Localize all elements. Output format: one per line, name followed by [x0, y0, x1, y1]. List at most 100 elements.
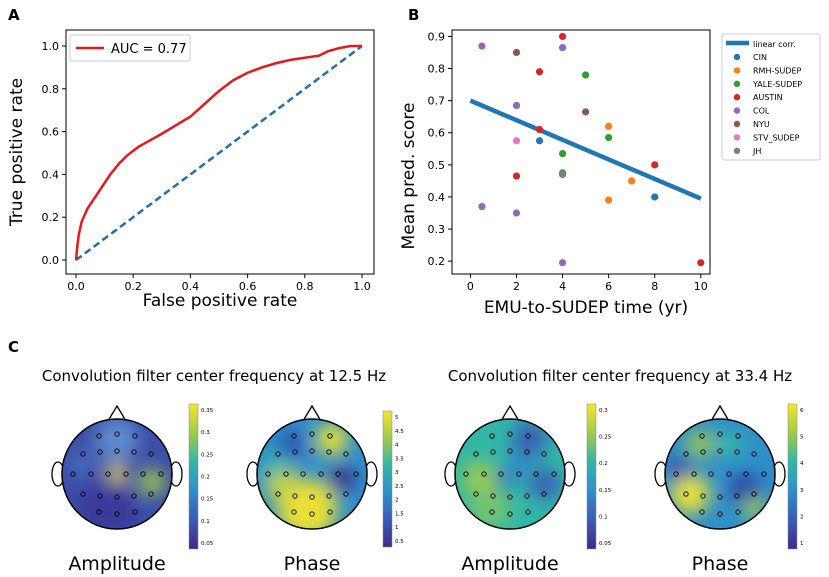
colorbar-tick-label: 5: [800, 435, 804, 441]
roc-y-tick-label: 0.8: [42, 83, 60, 96]
electrode-marker: [498, 471, 504, 477]
topomap-blob: [743, 497, 767, 521]
roc-y-axis-label: True positive rate: [7, 78, 27, 227]
electrode-marker: [88, 471, 94, 477]
scatter-point-rmh-sudep: [605, 122, 613, 130]
electrode-marker: [525, 509, 531, 515]
electrode-marker: [734, 493, 740, 499]
scatter-y-tick-label: 0.5: [428, 159, 446, 172]
electrode-marker: [158, 471, 164, 477]
roc-x-tick-label: 0.6: [239, 280, 257, 293]
electrode-marker: [717, 511, 723, 517]
electrode-marker: [309, 448, 315, 454]
roc-y-tick-label: 0.4: [42, 168, 60, 181]
electrode-marker: [717, 494, 723, 500]
scatter-point-austin: [512, 172, 521, 180]
scatter-point-austin: [651, 161, 659, 169]
electrode-marker: [309, 494, 315, 500]
head-outline: [664, 418, 776, 530]
scatter-y-tick-label: 0.6: [428, 127, 446, 140]
electrode-marker: [326, 493, 332, 499]
electrode-marker: [735, 509, 741, 515]
electrode-marker: [132, 509, 138, 515]
roc-x-axis-label: False positive rate: [143, 291, 298, 311]
scatter-point-austin: [697, 259, 705, 267]
scatter-y-tick-label: 0.8: [428, 63, 446, 76]
electrode-marker: [743, 471, 749, 477]
topomap-phase-33hz: 6 5 4 3 2 1: [654, 403, 804, 550]
electrode-marker: [507, 448, 513, 454]
colorbar-tick-label: 3: [395, 470, 399, 476]
scatter-legend-label: STV_SUDEP: [753, 133, 800, 142]
colorbar-tick-label: 0.05: [599, 541, 612, 547]
topomap-blob: [107, 464, 127, 484]
electrode-marker: [353, 471, 359, 477]
scatter-point-jh: [558, 170, 567, 179]
topomap-blob: [686, 430, 714, 458]
scatter-legend-fit-label: linear corr.: [753, 40, 796, 49]
scatter-legend-label: CIN: [753, 53, 767, 62]
topomap-label-amplitude-12hz: Amplitude: [68, 553, 165, 575]
colorbar-tick-label: 0.05: [201, 541, 214, 547]
electrode-marker: [683, 491, 689, 497]
colorbar-gradient: [586, 403, 597, 550]
topomap-amplitude-12hz: 0.35 0.3 0.25 0.2 0.15 0.1 0.05: [51, 403, 214, 550]
colorbar-tick-label: 1: [800, 541, 804, 547]
scatter-point-rmh-sudep: [605, 196, 613, 204]
electrode-marker: [700, 493, 706, 499]
panel-label-b: B: [408, 6, 419, 24]
topomap-blob: [495, 469, 515, 489]
electrode-marker: [761, 471, 767, 477]
colorbar-tick-label: 2: [395, 498, 399, 504]
head-outline: [454, 418, 566, 530]
scatter-point-cin: [651, 193, 659, 201]
electrode-marker: [481, 471, 487, 477]
scatter-x-tick-label: 10: [694, 280, 708, 293]
colorbar-tick-label: 0.25: [599, 435, 612, 441]
scatter-point-austin: [558, 32, 567, 41]
electrode-marker: [507, 431, 513, 437]
topomap-label-amplitude-33hz: Amplitude: [461, 553, 558, 575]
electrode-marker: [541, 491, 547, 497]
electrode-marker: [114, 431, 120, 437]
scatter-legend-marker: [733, 107, 741, 114]
roc-chart: 0.0 0.2 0.4 0.6 0.8 1.0 0.0 0.2 0.4 0.6 0.8 1.0 AU…: [7, 29, 375, 311]
electrode-marker: [489, 509, 495, 515]
scatter-point-col: [478, 42, 486, 50]
scatter-point-col: [512, 209, 521, 217]
scatter-point-yale-sudep: [582, 71, 590, 79]
panel-label-a: A: [8, 6, 20, 24]
colorbar-tick-label: 4: [800, 461, 804, 467]
topomap-blob: [77, 479, 137, 529]
electrode-marker: [148, 451, 154, 457]
electrode-marker: [700, 449, 706, 455]
topomap-label-phase-33hz: Phase: [692, 553, 749, 575]
electrode-marker: [309, 431, 315, 437]
electrode-marker: [292, 493, 298, 499]
topomap-blob: [506, 450, 534, 478]
electrode-marker: [490, 449, 496, 455]
electrode-marker: [699, 433, 705, 439]
electrode-marker: [541, 451, 547, 457]
scatter-y-tick-label: 0.9: [428, 30, 446, 43]
colorbar-tick-label: 0.1: [599, 514, 608, 520]
electrode-marker: [114, 494, 120, 500]
scatter-legend-marker: [733, 147, 741, 154]
electrode-marker: [683, 451, 689, 457]
scatter-legend-label: COL: [753, 107, 770, 116]
colorbar-tick-label: 2.5: [395, 484, 404, 490]
electrode-marker: [507, 494, 513, 500]
electrode-marker: [751, 491, 757, 497]
scatter-legend-label: RMH-SUDEP: [753, 66, 802, 75]
topomap-field: [665, 419, 775, 529]
scatter-legend-box: [721, 33, 821, 161]
electrode-marker: [473, 491, 479, 497]
electrode-marker: [70, 471, 76, 477]
scatter-point-yale-sudep: [605, 133, 613, 142]
scatter-x-tick-label: 2: [513, 280, 520, 293]
topomap-blob: [328, 465, 356, 493]
scatter-point-nyu: [582, 108, 590, 116]
scatter-point-rmh-sudep: [628, 177, 636, 185]
colorbar-tick-label: 0.15: [599, 488, 612, 494]
